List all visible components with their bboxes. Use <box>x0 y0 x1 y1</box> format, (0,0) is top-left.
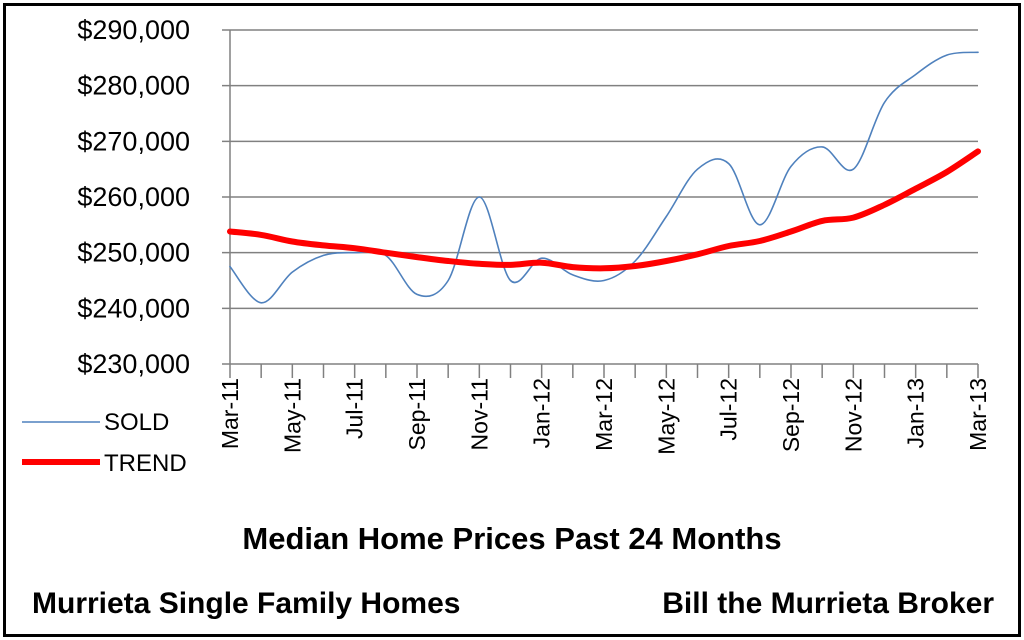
x-tick-label: Jul-12 <box>716 378 742 441</box>
x-tick-label: May-12 <box>653 378 679 455</box>
y-tick-label: $250,000 <box>77 238 190 268</box>
x-tick-label: Mar-11 <box>217 378 243 449</box>
x-tick-label: Sep-11 <box>404 378 430 450</box>
y-tick-label: $230,000 <box>77 349 190 379</box>
x-tick-label: Jul-11 <box>342 378 368 439</box>
chart-frame <box>3 3 1021 637</box>
legend-label-sold: SOLD <box>104 409 169 436</box>
legend: SOLD TREND <box>22 409 187 477</box>
chart-title: Median Home Prices Past 24 Months <box>242 521 781 556</box>
y-tick-label: $270,000 <box>77 126 190 156</box>
y-tick-label: $260,000 <box>77 182 190 212</box>
y-tick-label: $280,000 <box>77 71 190 101</box>
series-lines <box>227 51 981 304</box>
footer-right-caption: Bill the Murrieta Broker <box>662 587 994 620</box>
x-tick-label: Sep-12 <box>778 378 804 452</box>
x-tick-label: Jan-12 <box>529 378 555 448</box>
x-tick-label: May-11 <box>279 378 305 453</box>
y-tick-label: $290,000 <box>77 15 190 45</box>
x-axis: Mar-11 May-11 Jul-11 Sep-11 Nov-11 Jan-12 Mar-… <box>217 364 991 455</box>
series-line-trend <box>227 148 981 272</box>
x-tick-label: Jan-13 <box>903 378 929 448</box>
y-axis-tick-labels: $230,000 $240,000 $250,000 $260,000 $270,000… <box>77 15 190 379</box>
x-tick-label: Nov-12 <box>840 378 866 452</box>
x-tick-label: Mar-13 <box>965 378 991 451</box>
legend-label-trend: TREND <box>104 450 187 477</box>
x-tick-label: Nov-11 <box>466 378 492 450</box>
footer-left-caption: Murrieta Single Family Homes <box>32 587 460 620</box>
series-line-sold <box>229 51 979 304</box>
x-tick-label: Mar-12 <box>591 378 617 451</box>
gridlines <box>222 29 978 365</box>
y-tick-label: $240,000 <box>77 293 190 323</box>
